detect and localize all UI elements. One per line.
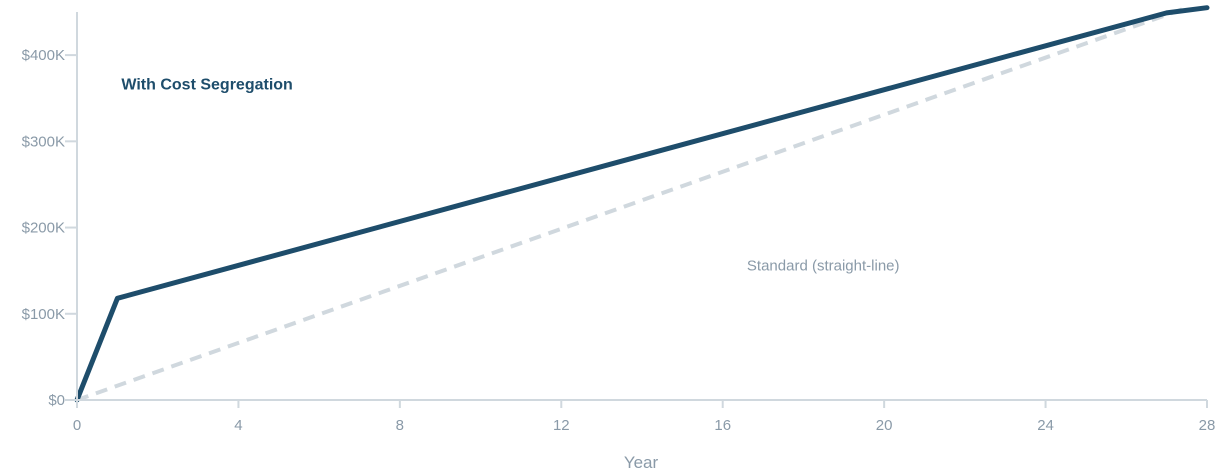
x-tick-label: 8 — [396, 417, 404, 434]
series-label-cost-segregation: With Cost Segregation — [121, 77, 292, 94]
y-tick-label: $400K — [22, 47, 65, 64]
y-tick-label: $200K — [22, 220, 65, 237]
axes-layer — [76, 12, 1207, 401]
series-layer — [74, 5, 1210, 403]
x-axis-title: Year — [624, 453, 659, 471]
y-tick-label: $100K — [22, 306, 65, 323]
labels-layer: With Cost Segregation Standard (straight-… — [121, 77, 899, 275]
ticks-layer: $0 $100K $200K $300K $400K 0 4 8 12 16 20 24 28 — [22, 47, 1216, 434]
x-tick-label: 24 — [1037, 417, 1054, 434]
x-tick-label: 20 — [876, 417, 893, 434]
x-tick-label: 16 — [714, 417, 731, 434]
x-tick-label: 4 — [234, 417, 242, 434]
series-label-standard: Standard (straight-line) — [747, 258, 900, 275]
series-line-cost-segregation — [74, 5, 1210, 403]
series-line-standard — [76, 5, 1188, 402]
x-tick-label: 28 — [1199, 417, 1216, 434]
y-tick-label: $300K — [22, 133, 65, 150]
x-tick-label: 0 — [73, 417, 81, 434]
y-tick-label: $0 — [48, 392, 65, 409]
x-tick-label: 12 — [553, 417, 570, 434]
